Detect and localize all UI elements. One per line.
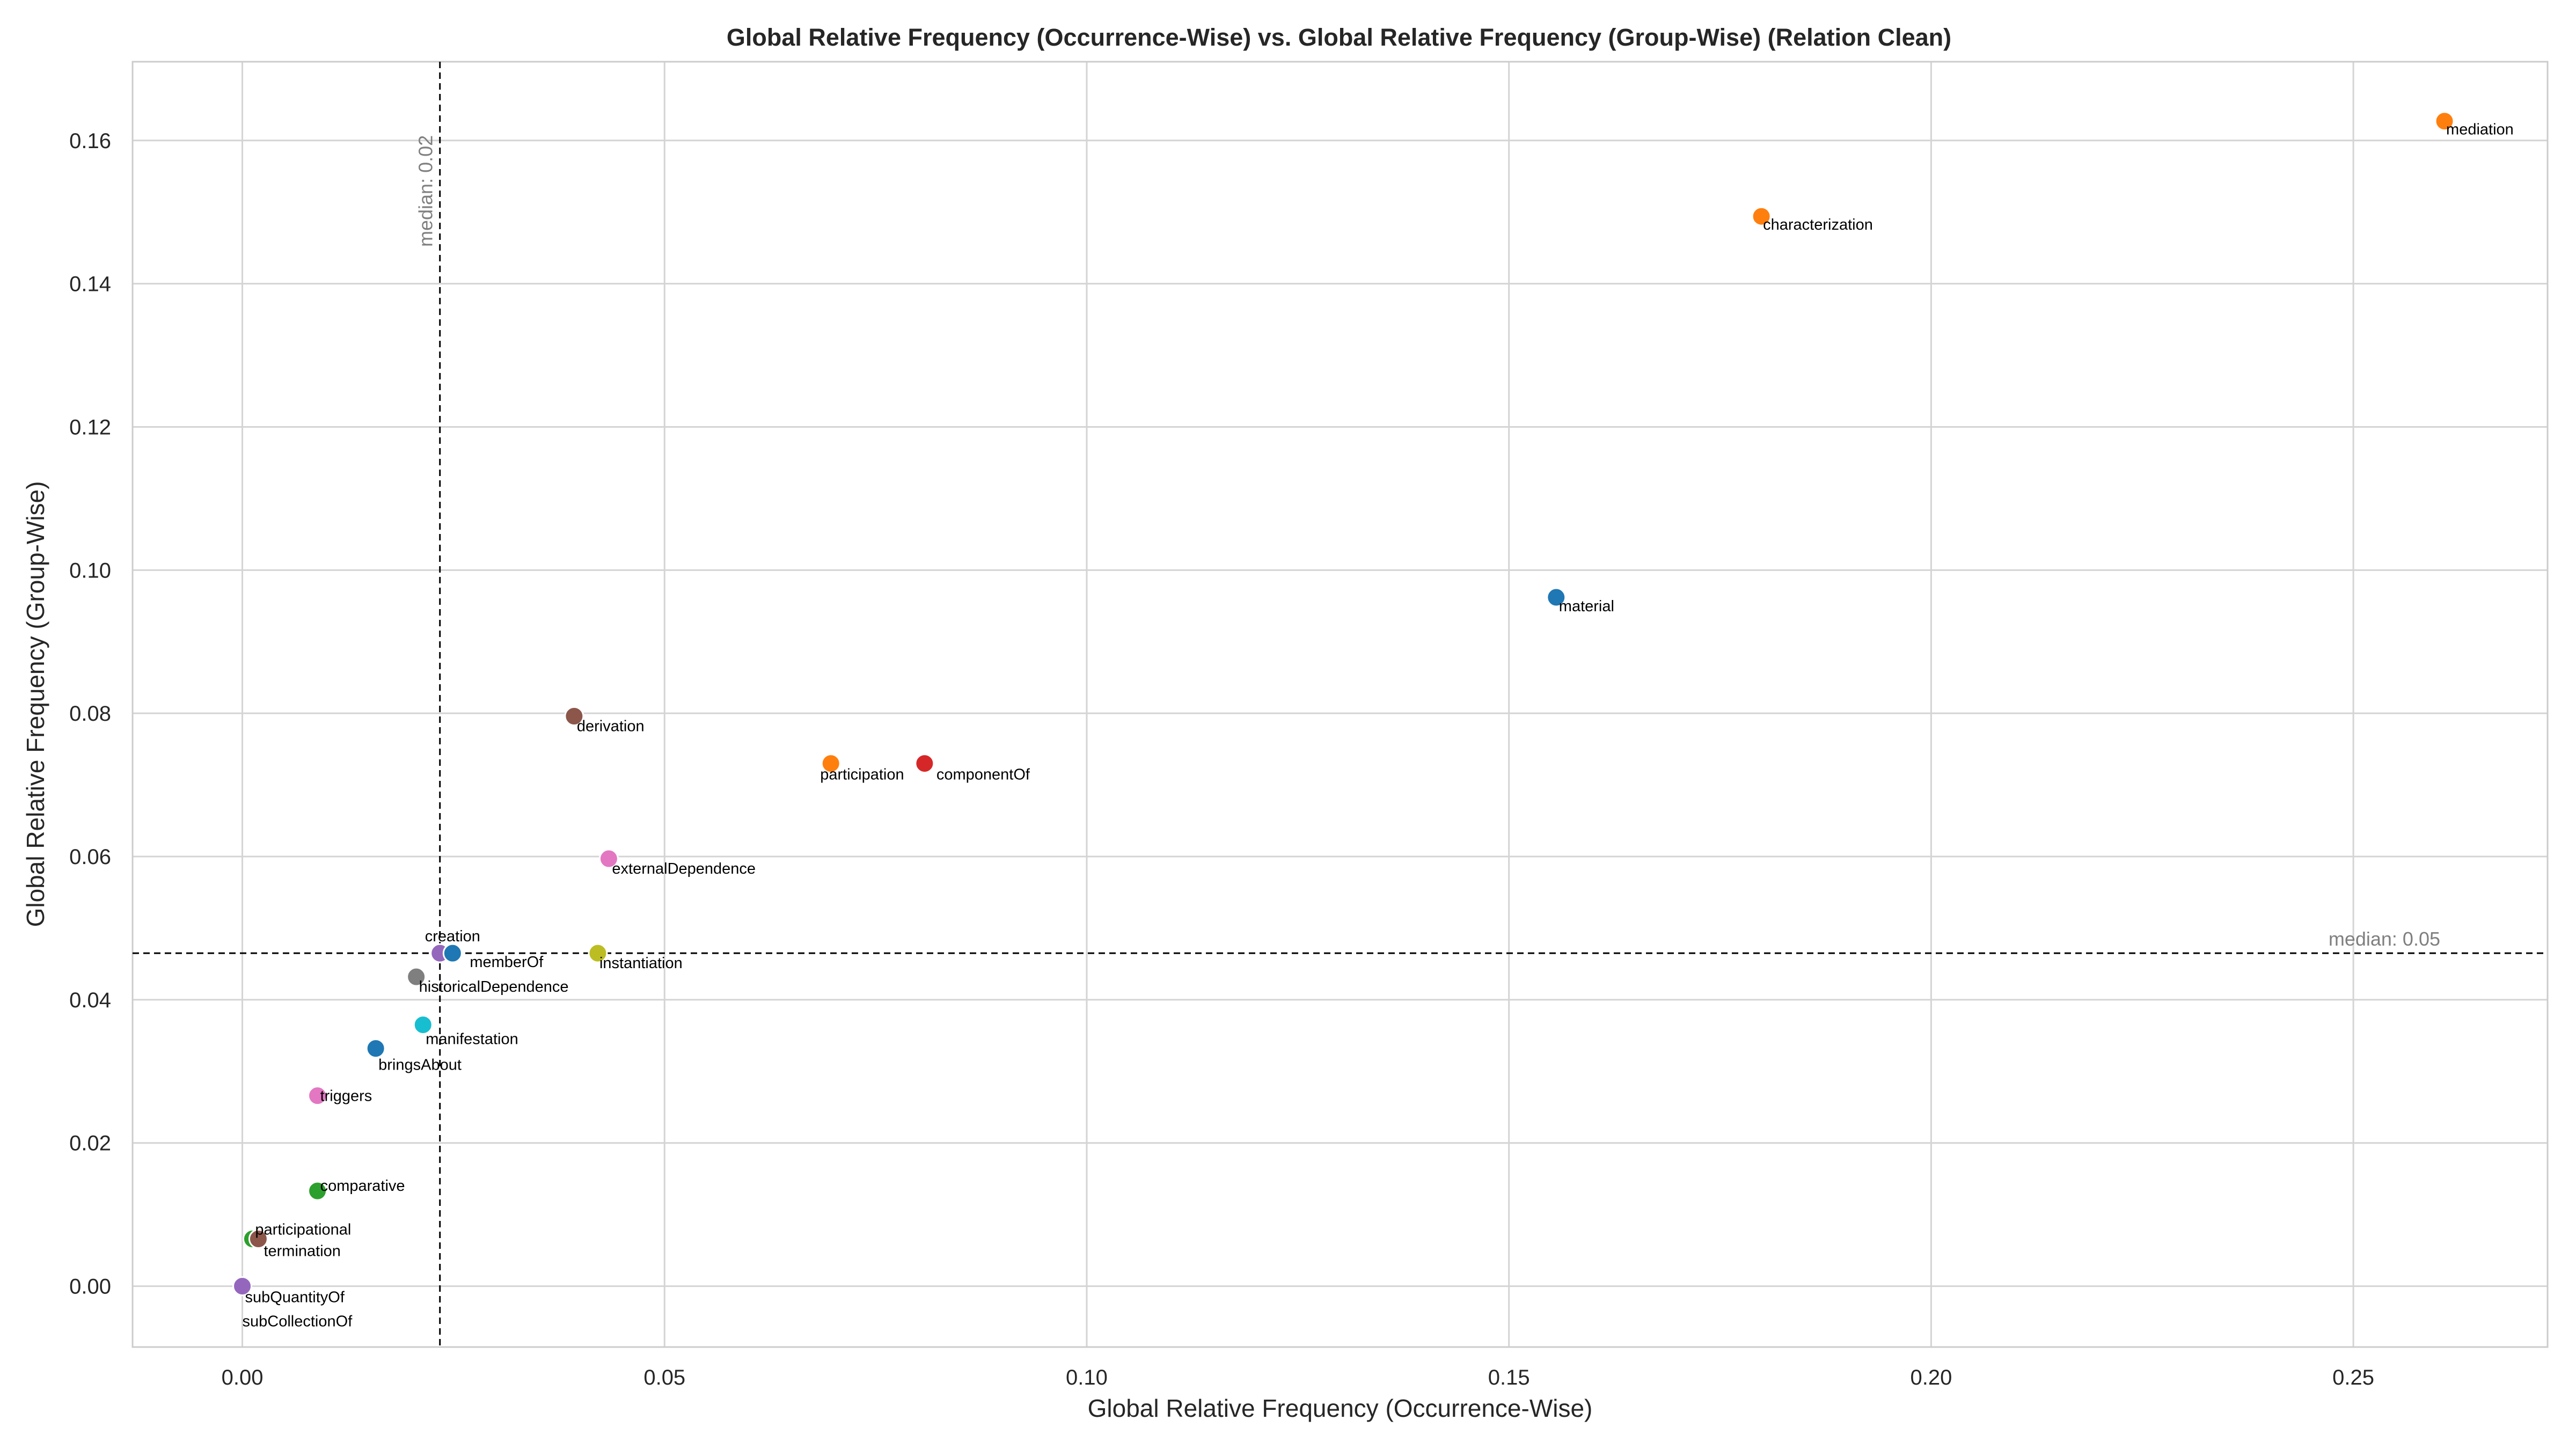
x-tick-label: 0.25: [2332, 1366, 2374, 1389]
x-tick-label: 0.10: [1066, 1366, 1108, 1389]
point-label-participation: participation: [820, 766, 904, 784]
point-label-subCollectionOf: subCollectionOf: [243, 1313, 353, 1330]
y-tick-labels: 0.00 0.02 0.04 0.06 0.08 0.10 0.12 0.14 0.16: [69, 129, 111, 1299]
point-memberOf: [442, 943, 463, 963]
point-externalDependence: [598, 848, 619, 869]
point-label-externalDependence: externalDependence: [612, 860, 756, 877]
y-tick-label: 0.14: [69, 273, 111, 296]
point-label-instantiation: instantiation: [599, 955, 683, 972]
x-tick-label: 0.15: [1488, 1366, 1530, 1389]
point-label-subQuantityOf: subQuantityOf: [245, 1289, 345, 1306]
y-tick-label: 0.06: [69, 845, 111, 869]
x-tick-label: 0.00: [222, 1366, 264, 1389]
point-componentOf: [914, 753, 935, 774]
plot-area-frame: [131, 61, 2549, 1348]
x-tick-label: 0.05: [643, 1366, 685, 1389]
x-tick-labels: 0.00 0.05 0.10 0.15 0.20 0.25: [222, 1366, 2374, 1389]
point-label-derivation: derivation: [577, 718, 645, 735]
point-instantiation: [588, 943, 608, 963]
point-termination: [248, 1229, 268, 1249]
point-label-termination: termination: [264, 1243, 340, 1260]
x-gridlines: [241, 62, 2354, 1347]
x-tick-label: 0.20: [1910, 1366, 1952, 1389]
point-label-participational: participational: [255, 1221, 351, 1239]
x-median-label: median: 0.02: [415, 135, 437, 247]
point-label-componentOf: componentOf: [936, 766, 1030, 784]
y-tick-label: 0.02: [69, 1132, 111, 1155]
point-label-characterization: characterization: [1763, 216, 1873, 233]
data-point-labels: mediation characterization material derivat…: [243, 121, 2514, 1330]
point-material: [1546, 587, 1567, 608]
point-label-triggers: triggers: [320, 1088, 372, 1105]
point-participation: [821, 753, 841, 774]
point-derivation: [564, 706, 584, 727]
x-axis-label: Global Relative Frequency (Occurrence-Wi…: [1088, 1394, 1593, 1422]
point-label-manifestation: manifestation: [426, 1031, 518, 1048]
point-triggers: [308, 1086, 328, 1106]
point-label-historicalDependence: historicalDependence: [419, 978, 569, 996]
point-label-bringsAbout: bringsAbout: [378, 1057, 462, 1074]
y-axis-label: Global Relative Frequency (Group-Wise): [21, 481, 49, 927]
y-tick-label: 0.08: [69, 702, 111, 726]
y-tick-label: 0.00: [69, 1275, 111, 1299]
chart-title: Global Relative Frequency (Occurrence-Wi…: [727, 24, 1951, 51]
point-characterization: [1751, 206, 1772, 226]
data-points: [232, 111, 2455, 1297]
point-label-memberOf: memberOf: [470, 954, 544, 971]
y-gridlines: [133, 140, 2548, 1287]
point-comparative: [308, 1181, 328, 1201]
point-subCollectionOf: [232, 1276, 253, 1297]
point-historicalDependence: [406, 967, 427, 987]
point-bringsAbout: [365, 1038, 386, 1059]
point-label-comparative: comparative: [320, 1177, 405, 1195]
y-tick-label: 0.04: [69, 989, 111, 1012]
point-manifestation: [413, 1015, 433, 1035]
y-tick-label: 0.12: [69, 415, 111, 439]
y-median-label: median: 0.05: [2329, 928, 2440, 950]
point-label-creation: creation: [425, 928, 480, 945]
point-label-material: material: [1559, 598, 1614, 615]
y-tick-label: 0.16: [69, 129, 111, 153]
y-tick-label: 0.10: [69, 559, 111, 582]
point-mediation: [2434, 111, 2455, 131]
point-label-mediation: mediation: [2446, 121, 2514, 138]
